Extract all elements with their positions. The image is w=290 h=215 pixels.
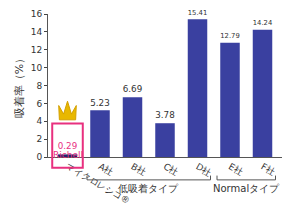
svg-text:B社: B社	[129, 161, 147, 177]
svg-text:E社: E社	[227, 161, 245, 177]
svg-text:6: 6	[36, 99, 42, 109]
svg-text:0.29: 0.29	[58, 141, 77, 151]
svg-text:吸着率（%）: 吸着率（%）	[13, 53, 26, 118]
svg-text:D社: D社	[194, 161, 213, 178]
svg-text:C社: C社	[162, 161, 180, 177]
svg-text:4: 4	[36, 116, 42, 126]
svg-text:12: 12	[31, 45, 42, 55]
svg-text:6.69: 6.69	[123, 84, 142, 94]
svg-text:3.78: 3.78	[155, 110, 174, 120]
svg-text:15.41: 15.41	[188, 9, 207, 17]
svg-text:16: 16	[31, 9, 43, 19]
svg-text:F社: F社	[259, 161, 276, 177]
svg-text:0: 0	[36, 152, 42, 162]
svg-text:A社: A社	[97, 161, 115, 177]
svg-text:Richell: Richell	[53, 150, 83, 160]
svg-text:低吸着タイプ: 低吸着タイプ	[118, 183, 179, 194]
svg-text:12.79: 12.79	[220, 32, 239, 40]
svg-text:10: 10	[31, 63, 43, 73]
svg-text:8: 8	[36, 81, 42, 91]
svg-text:マイクロレシコ®: マイクロレシコ®	[64, 161, 131, 206]
svg-text:14: 14	[31, 27, 43, 37]
svg-text:Normalタイプ: Normalタイプ	[213, 183, 280, 194]
svg-text:5.23: 5.23	[90, 98, 109, 108]
svg-text:14.24: 14.24	[253, 19, 272, 27]
svg-text:2: 2	[36, 134, 42, 144]
